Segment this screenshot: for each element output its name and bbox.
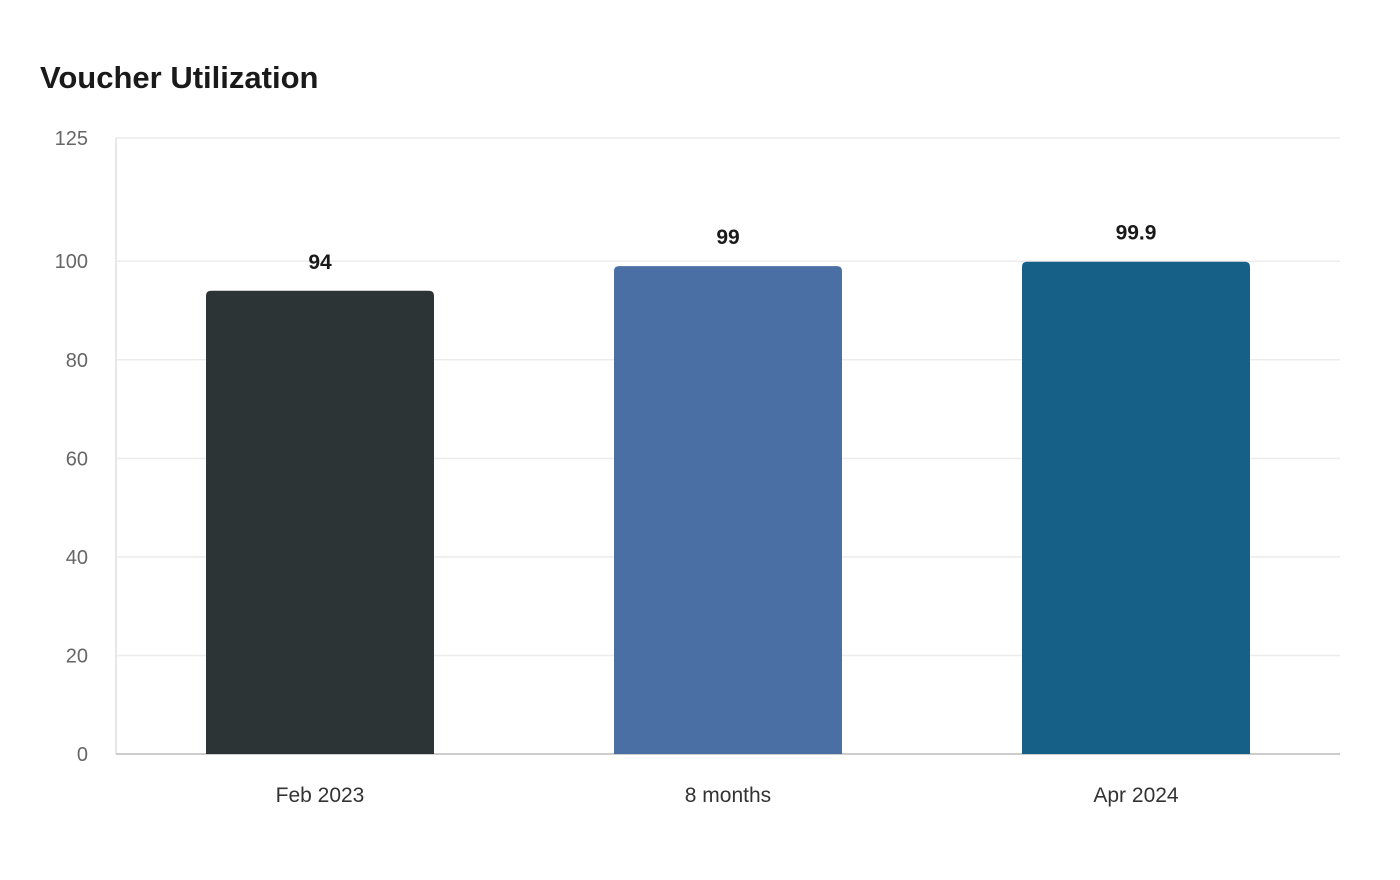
x-tick-label: Feb 2023	[276, 784, 365, 807]
x-tick-label: 8 months	[685, 784, 771, 807]
data-label: 94	[308, 251, 332, 274]
y-tick-label: 100	[55, 251, 88, 273]
y-tick-label: 20	[66, 645, 88, 667]
y-tick-label: 60	[66, 448, 88, 470]
y-tick-label: 0	[77, 744, 88, 766]
x-tick-label: Apr 2024	[1093, 784, 1179, 807]
bar	[1022, 261, 1250, 754]
y-tick-label: 125	[55, 128, 88, 150]
bars	[206, 261, 1250, 754]
bar	[206, 290, 434, 754]
data-label: 99	[716, 226, 739, 249]
chart-title: Voucher Utilization	[40, 60, 319, 95]
y-tick-label: 40	[66, 547, 88, 569]
labels: 0 20 40 60 80 100 125 94 Feb 2023 99 8 months 99.9 A…	[55, 128, 1179, 807]
y-tick-label: 80	[66, 350, 88, 372]
data-label: 99.9	[1116, 222, 1157, 245]
bar	[614, 266, 842, 754]
